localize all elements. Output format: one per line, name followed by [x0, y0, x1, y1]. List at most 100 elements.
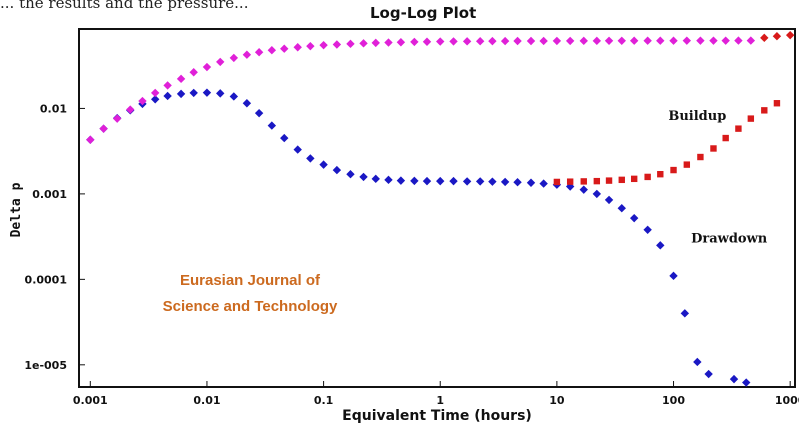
- y-tick-label: 0.01: [40, 102, 67, 115]
- data-point: [513, 178, 522, 187]
- data-point: [475, 36, 485, 46]
- y-axis-ticks: 0.01 0.001 0.0001 1e-005: [24, 102, 85, 372]
- data-point: [552, 36, 562, 46]
- data-point: [773, 100, 781, 107]
- series-buildup: [553, 100, 781, 186]
- data-point: [735, 125, 742, 132]
- data-point: [696, 36, 705, 45]
- y-tick-label: 0.0001: [25, 273, 67, 286]
- data-point: [216, 89, 225, 98]
- data-point: [254, 47, 264, 57]
- data-point: [138, 96, 147, 106]
- data-point: [202, 62, 212, 72]
- data-point: [629, 213, 639, 223]
- data-point: [629, 36, 639, 45]
- data-point: [319, 40, 328, 50]
- data-point: [580, 178, 587, 185]
- data-point: [604, 195, 614, 205]
- x-axis-ticks: 0.001 0.01 0.1 1 10 100 1000: [73, 381, 799, 407]
- data-point: [657, 170, 664, 178]
- x-tick-label: 1000: [775, 394, 799, 407]
- data-point: [202, 88, 212, 97]
- data-point: [593, 177, 601, 185]
- data-point: [449, 176, 458, 186]
- data-point: [704, 369, 713, 379]
- data-point: [242, 50, 252, 59]
- data-point: [680, 309, 690, 318]
- data-point: [293, 145, 302, 154]
- data-point: [539, 179, 548, 188]
- data-point: [99, 124, 108, 133]
- data-point: [500, 177, 510, 187]
- data-point: [488, 177, 497, 186]
- data-point: [436, 37, 445, 46]
- data-point: [371, 38, 380, 48]
- data-point: [242, 99, 252, 108]
- data-point: [254, 108, 264, 118]
- data-point: [359, 172, 368, 182]
- data-series-layer: [86, 30, 795, 387]
- plot-frame: [78, 28, 796, 388]
- data-point: [396, 38, 406, 47]
- data-point: [229, 92, 239, 101]
- data-point: [488, 36, 497, 46]
- watermark-line-1: Eurasian Journal of: [179, 272, 321, 289]
- data-point: [346, 39, 355, 49]
- x-tick-label: 0.01: [193, 394, 220, 407]
- data-point: [176, 74, 186, 84]
- data-point: [729, 374, 739, 384]
- data-point: [618, 176, 625, 184]
- data-point: [319, 160, 328, 169]
- data-point: [384, 175, 393, 185]
- data-point: [475, 177, 485, 186]
- data-point: [579, 185, 588, 194]
- data-point: [346, 169, 355, 179]
- data-point: [267, 46, 277, 55]
- watermark-line-2: Science and Technology: [162, 298, 338, 315]
- data-point: [592, 189, 602, 199]
- annotation-drawdown: Drawdown: [691, 231, 768, 246]
- y-tick-label: 1e-005: [24, 359, 67, 372]
- chart-title: Log-Log Plot: [370, 4, 477, 22]
- data-point: [86, 135, 95, 144]
- data-point: [176, 89, 186, 99]
- data-point: [384, 38, 393, 47]
- annotation-buildup: Buildup: [668, 109, 726, 124]
- data-point: [332, 165, 342, 175]
- journal-watermark: Eurasian Journal of Science and Technolo…: [150, 268, 350, 320]
- data-point: [579, 36, 588, 46]
- data-point: [126, 105, 135, 114]
- data-point: [306, 154, 315, 163]
- data-point: [617, 204, 626, 213]
- series-derivative-buildup: [760, 30, 795, 43]
- data-point: [565, 182, 575, 191]
- data-point: [644, 173, 651, 181]
- data-point: [112, 114, 122, 123]
- data-point: [697, 153, 704, 161]
- data-point: [436, 176, 445, 186]
- series-derivative: [86, 36, 756, 144]
- data-point: [630, 175, 638, 183]
- data-point: [539, 36, 548, 46]
- data-point: [163, 91, 172, 101]
- top-caption-text: ... the results and the pressure...: [0, 0, 249, 12]
- data-point: [422, 176, 432, 186]
- data-point: [772, 32, 782, 41]
- x-axis-label: Equivalent Time (hours): [342, 408, 532, 424]
- data-point: [332, 40, 342, 49]
- data-point: [734, 36, 743, 45]
- data-point: [670, 166, 677, 174]
- data-point: [683, 161, 691, 168]
- data-point: [682, 36, 692, 45]
- data-point: [669, 271, 678, 281]
- data-point: [216, 57, 225, 67]
- x-tick-label: 0.001: [73, 394, 108, 407]
- data-point: [150, 88, 160, 98]
- data-point: [410, 37, 419, 47]
- x-tick-label: 10: [549, 394, 565, 407]
- data-point: [760, 33, 769, 43]
- data-point: [747, 115, 755, 122]
- data-point: [462, 177, 472, 186]
- data-point: [280, 44, 289, 53]
